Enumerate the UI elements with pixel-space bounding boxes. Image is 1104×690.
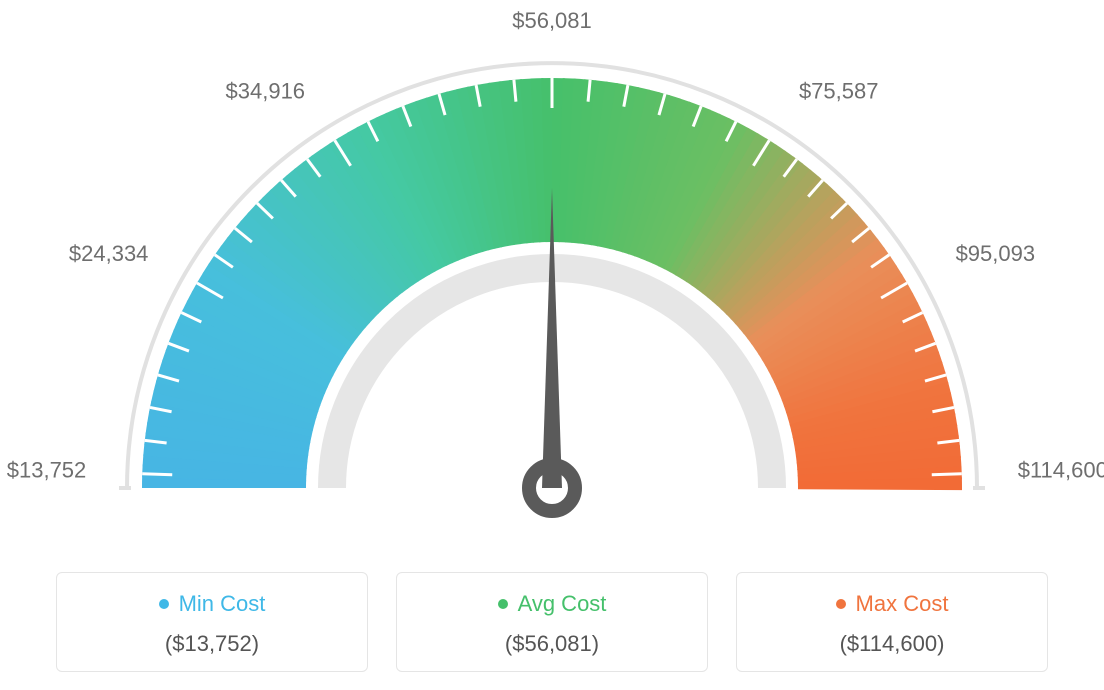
gauge-tick-label: $95,093 xyxy=(956,241,1036,266)
legend-row: Min Cost ($13,752) Avg Cost ($56,081) Ma… xyxy=(0,572,1104,672)
gauge-tick-label: $34,916 xyxy=(226,79,306,104)
legend-title-max: Max Cost xyxy=(737,591,1047,617)
gauge-tick-label: $114,600 xyxy=(1018,458,1104,483)
legend-label: Min Cost xyxy=(179,591,266,617)
legend-value: ($13,752) xyxy=(57,631,367,657)
dot-icon xyxy=(159,599,169,609)
legend-label: Avg Cost xyxy=(518,591,607,617)
gauge-tick-label: $75,587 xyxy=(799,79,879,104)
gauge-tick-label: $13,752 xyxy=(7,458,87,483)
legend-card-avg: Avg Cost ($56,081) xyxy=(396,572,708,672)
legend-label: Max Cost xyxy=(856,591,949,617)
dot-icon xyxy=(498,599,508,609)
legend-card-min: Min Cost ($13,752) xyxy=(56,572,368,672)
gauge-tick-label: $24,334 xyxy=(69,241,149,266)
cost-gauge-container: $13,752 $24,334 $34,916 $56,081 $75,587 $95,0… xyxy=(0,0,1104,690)
legend-title-avg: Avg Cost xyxy=(397,591,707,617)
gauge-chart: $13,752 $24,334 $34,916 $56,081 $75,587 $95,0… xyxy=(0,0,1104,560)
legend-value: ($56,081) xyxy=(397,631,707,657)
gauge-tick-label: $56,081 xyxy=(512,8,592,33)
legend-value: ($114,600) xyxy=(737,631,1047,657)
legend-card-max: Max Cost ($114,600) xyxy=(736,572,1048,672)
legend-title-min: Min Cost xyxy=(57,591,367,617)
dot-icon xyxy=(836,599,846,609)
